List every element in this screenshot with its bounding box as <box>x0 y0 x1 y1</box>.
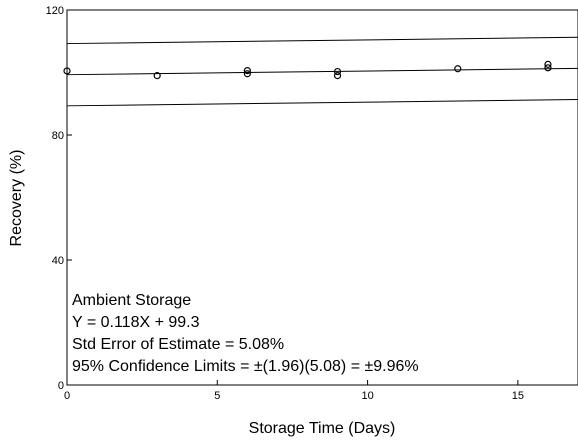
y-tick-label: 80 <box>52 130 64 142</box>
y-tick-label: 120 <box>46 5 64 17</box>
annotation-block: Ambient Storage Y = 0.118X + 99.3 Std Erro… <box>72 292 419 375</box>
upper-limit-line <box>66 36 578 45</box>
lower-limit-line <box>66 99 578 107</box>
data-point <box>544 64 552 72</box>
regression-line <box>66 67 578 76</box>
x-tick-label: 0 <box>64 390 70 402</box>
plot-frame <box>66 9 578 386</box>
data-point <box>333 67 342 76</box>
data-point <box>333 72 342 80</box>
y-axis-title: Recovery (%) <box>8 150 25 247</box>
annotation-line: 95% Confidence Limits = ±(1.96)(5.08) = … <box>72 358 419 375</box>
fit-lines <box>66 36 578 107</box>
data-point <box>544 60 552 68</box>
x-axis-ticks: 0 5 10 15 <box>64 380 524 402</box>
x-axis-title: Storage Time (Days) <box>249 420 396 437</box>
data-point <box>243 67 251 75</box>
x-tick-label: 10 <box>361 390 373 402</box>
y-tick-label: 0 <box>58 380 64 392</box>
x-tick-label: 5 <box>214 390 220 402</box>
data-points <box>63 60 552 80</box>
data-point <box>153 72 161 80</box>
data-point <box>454 65 462 73</box>
annotation-line: Y = 0.118X + 99.3 <box>72 314 200 331</box>
annotation-line: Std Error of Estimate = 5.08% <box>72 336 284 353</box>
annotation-line: Ambient Storage <box>72 292 191 309</box>
y-tick-label: 40 <box>52 255 64 267</box>
x-tick-label: 15 <box>512 390 524 402</box>
y-axis-ticks: 0 40 80 120 <box>46 5 72 392</box>
data-point <box>243 70 251 78</box>
data-point <box>63 67 71 75</box>
